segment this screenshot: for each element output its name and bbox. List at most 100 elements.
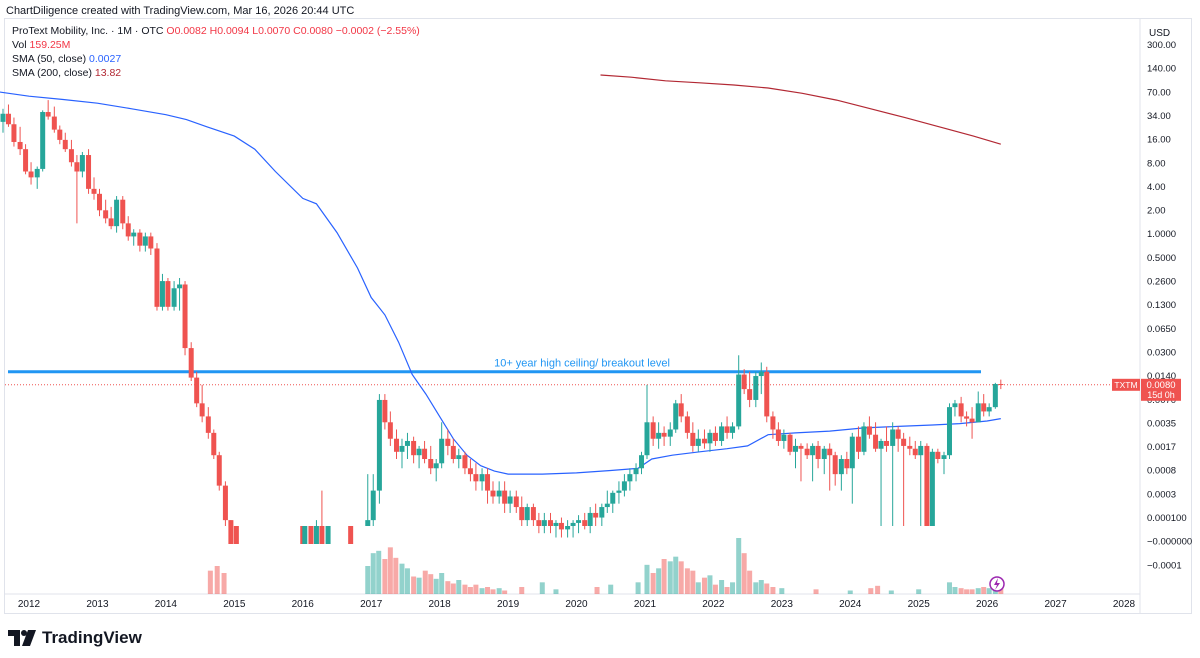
candle-body[interactable]: [57, 129, 63, 140]
breakout-annotation[interactable]: 10+ year high ceiling/ breakout level: [494, 358, 670, 370]
candle-body[interactable]: [17, 141, 23, 150]
candle-body[interactable]: [781, 434, 787, 441]
candle-body[interactable]: [730, 426, 736, 433]
candle-body[interactable]: [627, 474, 633, 482]
candle-body[interactable]: [399, 445, 405, 452]
candle-body[interactable]: [935, 451, 941, 459]
candle-body[interactable]: [793, 445, 798, 452]
candle-body[interactable]: [901, 438, 907, 446]
candle-body[interactable]: [142, 236, 148, 246]
candle-body[interactable]: [51, 116, 57, 130]
candle-body[interactable]: [216, 455, 222, 486]
candle-body[interactable]: [621, 481, 627, 491]
candle-body[interactable]: [159, 281, 165, 307]
candle-body[interactable]: [530, 507, 536, 521]
candle-body[interactable]: [108, 218, 114, 227]
candle-body[interactable]: [404, 440, 410, 446]
candle-body[interactable]: [68, 149, 74, 163]
candle-body[interactable]: [576, 520, 582, 523]
candle-body[interactable]: [992, 384, 998, 408]
candle-body[interactable]: [941, 455, 947, 459]
candle-body[interactable]: [890, 429, 896, 446]
candle-body[interactable]: [370, 490, 376, 521]
candle-body[interactable]: [23, 149, 29, 172]
currency-label[interactable]: USD: [1149, 28, 1170, 39]
candle-body[interactable]: [199, 403, 205, 417]
candle-body[interactable]: [667, 429, 673, 437]
candle-body[interactable]: [96, 193, 102, 211]
candle-body[interactable]: [473, 474, 479, 482]
candle-body[interactable]: [582, 520, 588, 526]
candle-body[interactable]: [861, 426, 867, 452]
candle-body[interactable]: [712, 432, 718, 441]
candle-body[interactable]: [462, 455, 468, 469]
candle-body[interactable]: [524, 507, 530, 521]
candle-body[interactable]: [707, 432, 713, 444]
candle-body[interactable]: [74, 162, 80, 172]
candle-body[interactable]: [998, 384, 1004, 386]
candle-body[interactable]: [91, 188, 97, 194]
candle-body[interactable]: [946, 407, 952, 456]
candle-body[interactable]: [422, 448, 428, 459]
symbol-tag[interactable]: [1112, 378, 1140, 391]
candle-body[interactable]: [661, 432, 667, 437]
candle-body[interactable]: [565, 526, 571, 530]
candle-body[interactable]: [929, 451, 935, 526]
candle-body[interactable]: [924, 445, 930, 526]
candle-body[interactable]: [832, 455, 838, 475]
candle-body[interactable]: [547, 520, 553, 526]
candle-body[interactable]: [450, 445, 456, 459]
candle-body[interactable]: [810, 445, 816, 456]
candle-body[interactable]: [34, 168, 40, 178]
candle-body[interactable]: [775, 429, 781, 441]
candle-body[interactable]: [513, 496, 519, 508]
last-price-tag[interactable]: [1141, 378, 1181, 401]
candle-body[interactable]: [599, 507, 605, 518]
candle-body[interactable]: [387, 422, 393, 439]
candle-body[interactable]: [348, 526, 354, 544]
legend-volume-row[interactable]: Vol 159.25M: [12, 38, 420, 52]
candle-body[interactable]: [604, 503, 610, 508]
candle-body[interactable]: [165, 281, 171, 307]
sma200-line[interactable]: [600, 74, 1001, 145]
candle-body[interactable]: [895, 429, 901, 439]
candle-body[interactable]: [485, 474, 491, 491]
candle-body[interactable]: [376, 399, 382, 491]
candle-body[interactable]: [553, 522, 559, 526]
candle-body[interactable]: [975, 403, 981, 423]
candle-body[interactable]: [313, 526, 319, 544]
candle-body[interactable]: [558, 522, 564, 530]
candle-body[interactable]: [0, 113, 6, 122]
candle-body[interactable]: [866, 426, 872, 435]
candle-body[interactable]: [981, 403, 987, 412]
candle-body[interactable]: [986, 407, 992, 412]
candle-body[interactable]: [884, 440, 890, 446]
candle-body[interactable]: [610, 492, 616, 504]
candle-body[interactable]: [222, 485, 228, 521]
candle-body[interactable]: [416, 448, 422, 456]
candle-body[interactable]: [302, 526, 308, 544]
candle-body[interactable]: [644, 422, 650, 456]
candle-body[interactable]: [855, 436, 861, 452]
candle-body[interactable]: [873, 434, 879, 449]
candle-body[interactable]: [137, 232, 143, 246]
candle-body[interactable]: [639, 455, 645, 469]
candle-body[interactable]: [821, 448, 827, 459]
candle-body[interactable]: [701, 438, 707, 444]
candle-body[interactable]: [62, 139, 68, 150]
candle-body[interactable]: [233, 526, 239, 544]
candle-body[interactable]: [103, 210, 109, 219]
candle-body[interactable]: [428, 458, 434, 469]
candle-body[interactable]: [467, 468, 473, 475]
candle-body[interactable]: [45, 112, 51, 117]
candle-body[interactable]: [120, 199, 126, 224]
candle-body[interactable]: [445, 438, 451, 446]
symbol-title[interactable]: ProText Mobility, Inc. · 1M · OTC: [12, 25, 164, 37]
candle-body[interactable]: [188, 348, 194, 378]
candle-body[interactable]: [125, 223, 131, 237]
candle-body[interactable]: [684, 416, 690, 433]
legend-sma50-row[interactable]: SMA (50, close) 0.0027: [12, 52, 420, 66]
candle-body[interactable]: [86, 155, 92, 189]
candle-body[interactable]: [753, 376, 759, 400]
